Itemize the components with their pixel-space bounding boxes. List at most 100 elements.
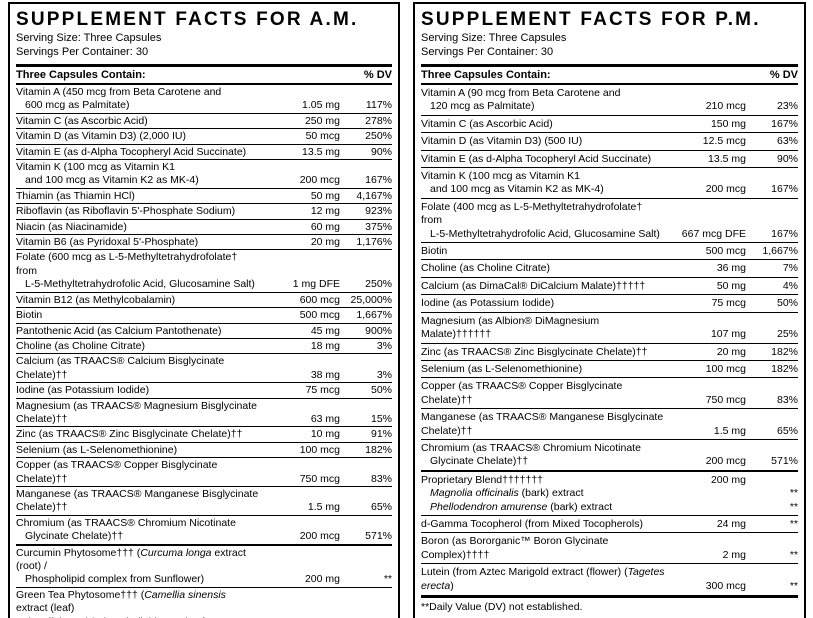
table-row-line: decaffeinated / Phospholipid complex fro… xyxy=(16,616,392,618)
nutrient-name-text: Zinc (as TRAACS® Zinc Bisglycinate Chela… xyxy=(421,345,648,358)
nutrient-dv: 7% xyxy=(782,262,798,275)
table-row-line: Folate (600 mcg as L-5-Methyltetrahydrof… xyxy=(16,251,392,278)
nutrient-dv: 375% xyxy=(365,220,392,233)
nutrient-amount: 250 mg xyxy=(304,114,340,127)
nutrient-name: Chromium (as TRAACS® Chromium Nicotinate xyxy=(16,517,260,530)
nutrient-amount: 750 mcg xyxy=(299,472,340,485)
nutrient-name-text: Vitamin D (as Vitamin D3) (2,000 IU) xyxy=(16,130,187,143)
nutrient-name-text: Zinc (as TRAACS® Zinc Bisglycinate Chela… xyxy=(16,428,243,441)
table-row: Pantothenic Acid (as Calcium Pantothenat… xyxy=(16,322,392,338)
servings-per-container-line: Servings Per Container: 30 xyxy=(16,46,149,58)
nutrient-name: Vitamin K (100 mcg as Vitamin K1 xyxy=(16,161,260,174)
nutrient-name: Magnesium (as TRAACS® Magnesium Bisglyci… xyxy=(16,400,260,427)
nutrient-amount: 300 mcg xyxy=(705,579,746,592)
nutrient-name-text: Magnolia officinalis xyxy=(430,487,519,500)
table-row-line: and 100 mcg as Vitamin K2 as MK-4) 200 mc… xyxy=(421,183,798,196)
table-row-line: Iodine (as Potassium Iodide) 75 mcg 50% xyxy=(16,384,392,397)
table-row: Folate (400 mcg as L-5-Methyltetrahydrof… xyxy=(421,197,798,242)
nutrient-name: Magnolia officinalis (bark) extract xyxy=(421,487,666,500)
table-row: Magnesium (as Albion® DiMagnesium Malate… xyxy=(421,311,798,343)
table-row-line: Choline (as Choline Citrate) 18 mg 3% xyxy=(16,340,392,353)
nutrient-amount: 12 mg xyxy=(310,205,340,218)
table-row: Iodine (as Potassium Iodide) 75 mcg 50% xyxy=(16,382,392,397)
nutrient-dv: 1,667% xyxy=(762,245,798,258)
nutrient-name-text: Green Tea Phytosome††† ( xyxy=(16,588,145,601)
nutrient-name-text: Phospholipid complex from Sunflower) xyxy=(25,573,205,586)
nutrient-amount: 200 mcg xyxy=(299,174,340,187)
nutrient-amount: 150 mg xyxy=(710,117,746,130)
table-row-line: Glycinate Chelate)†† 200 mcg 571% xyxy=(421,455,798,468)
nutrient-name: Iodine (as Potassium Iodide) xyxy=(16,384,260,397)
nutrient-name-text: Copper (as TRAACS® Copper Bisglycinate C… xyxy=(16,459,218,485)
table-row: Selenium (as L-Selenomethionine) 100 mcg 1… xyxy=(421,359,798,377)
table-row: Zinc (as TRAACS® Zinc Bisglycinate Chela… xyxy=(421,342,798,360)
nutrient-name: Calcium (as DimaCal® DiCalcium Malate)††… xyxy=(421,280,666,293)
table-row: Vitamin K (100 mcg as Vitamin K1 and 100 … xyxy=(16,159,392,188)
table-row-line: Magnolia officinalis (bark) extract ** xyxy=(421,487,798,500)
dv-column-header: % DV xyxy=(769,69,798,81)
nutrient-amount: 38 mg xyxy=(310,368,340,381)
nutrient-name-text: Vitamin K (100 mcg as Vitamin K1 xyxy=(421,170,580,183)
nutrient-table: Vitamin A (90 mcg from Beta Carotene and… xyxy=(421,85,798,594)
nutrient-name: Glycinate Chelate)†† xyxy=(421,455,666,468)
table-row-line: Magnesium (as TRAACS® Magnesium Bisglyci… xyxy=(16,400,392,427)
nutrient-name-text: Chromium (as TRAACS® Chromium Nicotinate xyxy=(421,441,641,454)
nutrient-name-text: Iodine (as Potassium Iodide) xyxy=(16,384,150,397)
table-row-line: Manganese (as TRAACS® Manganese Bisglyci… xyxy=(421,411,798,438)
nutrient-name-text: and 100 mcg as Vitamin K2 as MK-4) xyxy=(430,183,604,196)
nutrient-name: Chromium (as TRAACS® Chromium Nicotinate xyxy=(421,442,666,455)
nutrient-name-text: L-5-Methyltetrahydrofolic Acid, Glucosam… xyxy=(430,227,660,240)
nutrient-dv: 50% xyxy=(370,384,392,397)
nutrient-dv: 83% xyxy=(370,472,392,485)
nutrient-name: Zinc (as TRAACS® Zinc Bisglycinate Chela… xyxy=(16,428,260,441)
table-row: Copper (as TRAACS® Copper Bisglycinate C… xyxy=(16,457,392,486)
nutrient-name-text: Folate (600 mcg as L-5-Methyltetrahydrof… xyxy=(16,251,238,277)
nutrient-name: Choline (as Choline Citrate) xyxy=(16,340,260,353)
nutrient-name: 120 mcg as Palmitate) xyxy=(421,100,666,113)
panel-title-pm: SUPPLEMENT FACTS FOR P.M. xyxy=(421,9,761,30)
nutrient-table: Vitamin A (450 mcg from Beta Carotene an… xyxy=(16,85,392,618)
nutrient-name-text: (bark) extract xyxy=(547,500,613,513)
table-row: Manganese (as TRAACS® Manganese Bisglyci… xyxy=(421,408,798,439)
table-row-line: 600 mcg as Palmitate) 1.05 mg 117% xyxy=(16,99,392,112)
nutrient-name-text: Glycinate Chelate)†† xyxy=(25,530,124,543)
dv-note: **Daily Value (DV) not established. xyxy=(421,595,798,616)
nutrient-name-text: Copper (as TRAACS® Copper Bisglycinate C… xyxy=(421,380,623,406)
table-row-line: Riboflavin (as Riboflavin 5'-Phosphate S… xyxy=(16,205,392,218)
nutrient-name: Vitamin C (as Ascorbic Acid) xyxy=(16,115,260,128)
table-row: Manganese (as TRAACS® Manganese Bisglyci… xyxy=(16,485,392,515)
nutrient-name: Vitamin K (100 mcg as Vitamin K1 xyxy=(421,170,666,183)
nutrient-dv: ** xyxy=(789,517,798,530)
nutrient-dv: 900% xyxy=(365,324,392,337)
nutrient-name: Zinc (as TRAACS® Zinc Bisglycinate Chela… xyxy=(421,346,666,359)
nutrient-name-text: Calcium (as TRAACS® Calcium Bisglycinate… xyxy=(16,355,225,381)
nutrient-name: Pantothenic Acid (as Calcium Pantothenat… xyxy=(16,325,260,338)
nutrient-name: Vitamin E (as d-Alpha Tocopheryl Acid Su… xyxy=(16,146,260,159)
nutrient-name-text: Thiamin (as Thiamin HCl) xyxy=(16,189,135,202)
nutrient-amount: 75 mcg xyxy=(305,384,340,397)
table-row-line: Vitamin E (as d-Alpha Tocopheryl Acid Su… xyxy=(16,146,392,159)
nutrient-name-text: Selenium (as L-Selenomethionine) xyxy=(421,362,583,375)
nutrient-name: Glycinate Chelate)†† xyxy=(16,530,260,543)
nutrient-name-text: and 100 mcg as Vitamin K2 as MK-4) xyxy=(25,174,199,187)
nutrient-name: Selenium (as L-Selenomethionine) xyxy=(16,444,260,457)
table-row-line: Pantothenic Acid (as Calcium Pantothenat… xyxy=(16,325,392,338)
nutrient-dv: 65% xyxy=(370,501,392,514)
nutrient-amount: 60 mg xyxy=(310,220,340,233)
table-row: Calcium (as DimaCal® DiCalcium Malate)††… xyxy=(421,276,798,294)
table-header-row: Three Capsules Contain: % DV xyxy=(421,64,798,85)
nutrient-name-text: Manganese (as TRAACS® Manganese Bisglyci… xyxy=(16,487,259,514)
table-row-line: Vitamin B12 (as Methylcobalamin) 600 mcg 2… xyxy=(16,294,392,307)
table-row-line: Manganese (as TRAACS® Manganese Bisglyci… xyxy=(16,488,392,515)
nutrient-name-text: d-Gamma Tocopherol (from Mixed Tocophero… xyxy=(421,517,643,530)
nutrient-name-text: Curcuma longa xyxy=(140,546,212,559)
nutrient-dv: ** xyxy=(383,573,392,586)
nutrient-amount: 63 mg xyxy=(310,412,340,425)
table-row-line: Phellodendron amurense (bark) extract ** xyxy=(421,501,798,514)
nutrient-name-text: Vitamin E (as d-Alpha Tocopheryl Acid Su… xyxy=(421,152,652,165)
nutrient-name: Phellodendron amurense (bark) extract xyxy=(421,501,666,514)
table-row: Copper (as TRAACS® Copper Bisglycinate C… xyxy=(421,377,798,408)
nutrient-amount: 100 mcg xyxy=(299,443,340,456)
nutrient-dv: 167% xyxy=(771,117,798,130)
nutrient-amount: 1.5 mg xyxy=(713,424,746,437)
